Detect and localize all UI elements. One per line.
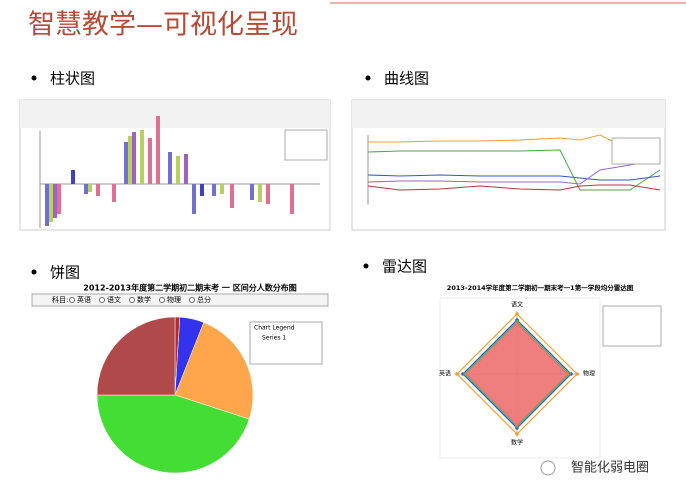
option-label: 英语 xyxy=(77,295,91,304)
pie-title: 2012-2013年度第二学期初二期末考 一 区间分人数分布图 xyxy=(83,283,296,293)
radar-axis-label: 物理 xyxy=(583,370,595,378)
wechat-icon xyxy=(540,460,556,476)
bullet xyxy=(363,263,369,269)
line-thumbnail xyxy=(351,99,666,231)
radar-point xyxy=(464,372,469,376)
slide-title: 智慧教学—可视化呈现 xyxy=(28,10,298,41)
filter-options: 英语 语文 数学 物理 总分 xyxy=(69,295,211,304)
legend-series: Series 1 xyxy=(262,335,286,342)
radio xyxy=(189,297,195,303)
radar-point xyxy=(565,372,570,376)
radar-point xyxy=(515,432,519,436)
radio xyxy=(129,297,135,303)
footer-brand: 智能化弱电圈 xyxy=(571,461,649,476)
option-label: 语文 xyxy=(107,295,121,304)
section-heading: 曲线图 xyxy=(384,70,429,88)
bullet xyxy=(31,269,37,275)
bullet xyxy=(31,75,37,81)
pie-panel: 2012-2013年度第二学期初二期末考 一 区间分人数分布图 科目: Char… xyxy=(31,283,329,365)
pie-slice xyxy=(96,316,176,396)
option-label: 数学 xyxy=(137,295,151,304)
radar-point xyxy=(515,422,519,427)
radio xyxy=(99,297,105,303)
radio xyxy=(159,297,165,303)
legend-title: Chart Legend xyxy=(254,325,295,332)
section-heading: 雷达图 xyxy=(382,258,427,276)
bar-thumbnail xyxy=(19,99,331,231)
filter-label: 科目: xyxy=(52,295,68,304)
radar-point xyxy=(575,372,579,376)
pie-slice xyxy=(96,394,250,474)
section-heading: 柱状图 xyxy=(50,70,95,88)
option-label: 物理 xyxy=(167,295,181,304)
pie xyxy=(96,316,254,474)
radar-axis-label: 语文 xyxy=(511,301,523,309)
bullet xyxy=(365,75,371,81)
radar-axis-label: 英语 xyxy=(439,370,451,378)
radar-axis-label: 数学 xyxy=(511,439,523,447)
section-heading: 饼图 xyxy=(50,264,80,282)
option-label: 总分 xyxy=(197,295,211,304)
radar-title: 2013-2014学年度第二学期初一期末考一1第一学段均分雷达图 xyxy=(447,283,634,292)
radio xyxy=(69,297,75,303)
radar-point xyxy=(515,321,519,326)
pie-slice xyxy=(174,322,254,420)
radar-point xyxy=(515,312,519,316)
radar-point xyxy=(455,372,459,376)
